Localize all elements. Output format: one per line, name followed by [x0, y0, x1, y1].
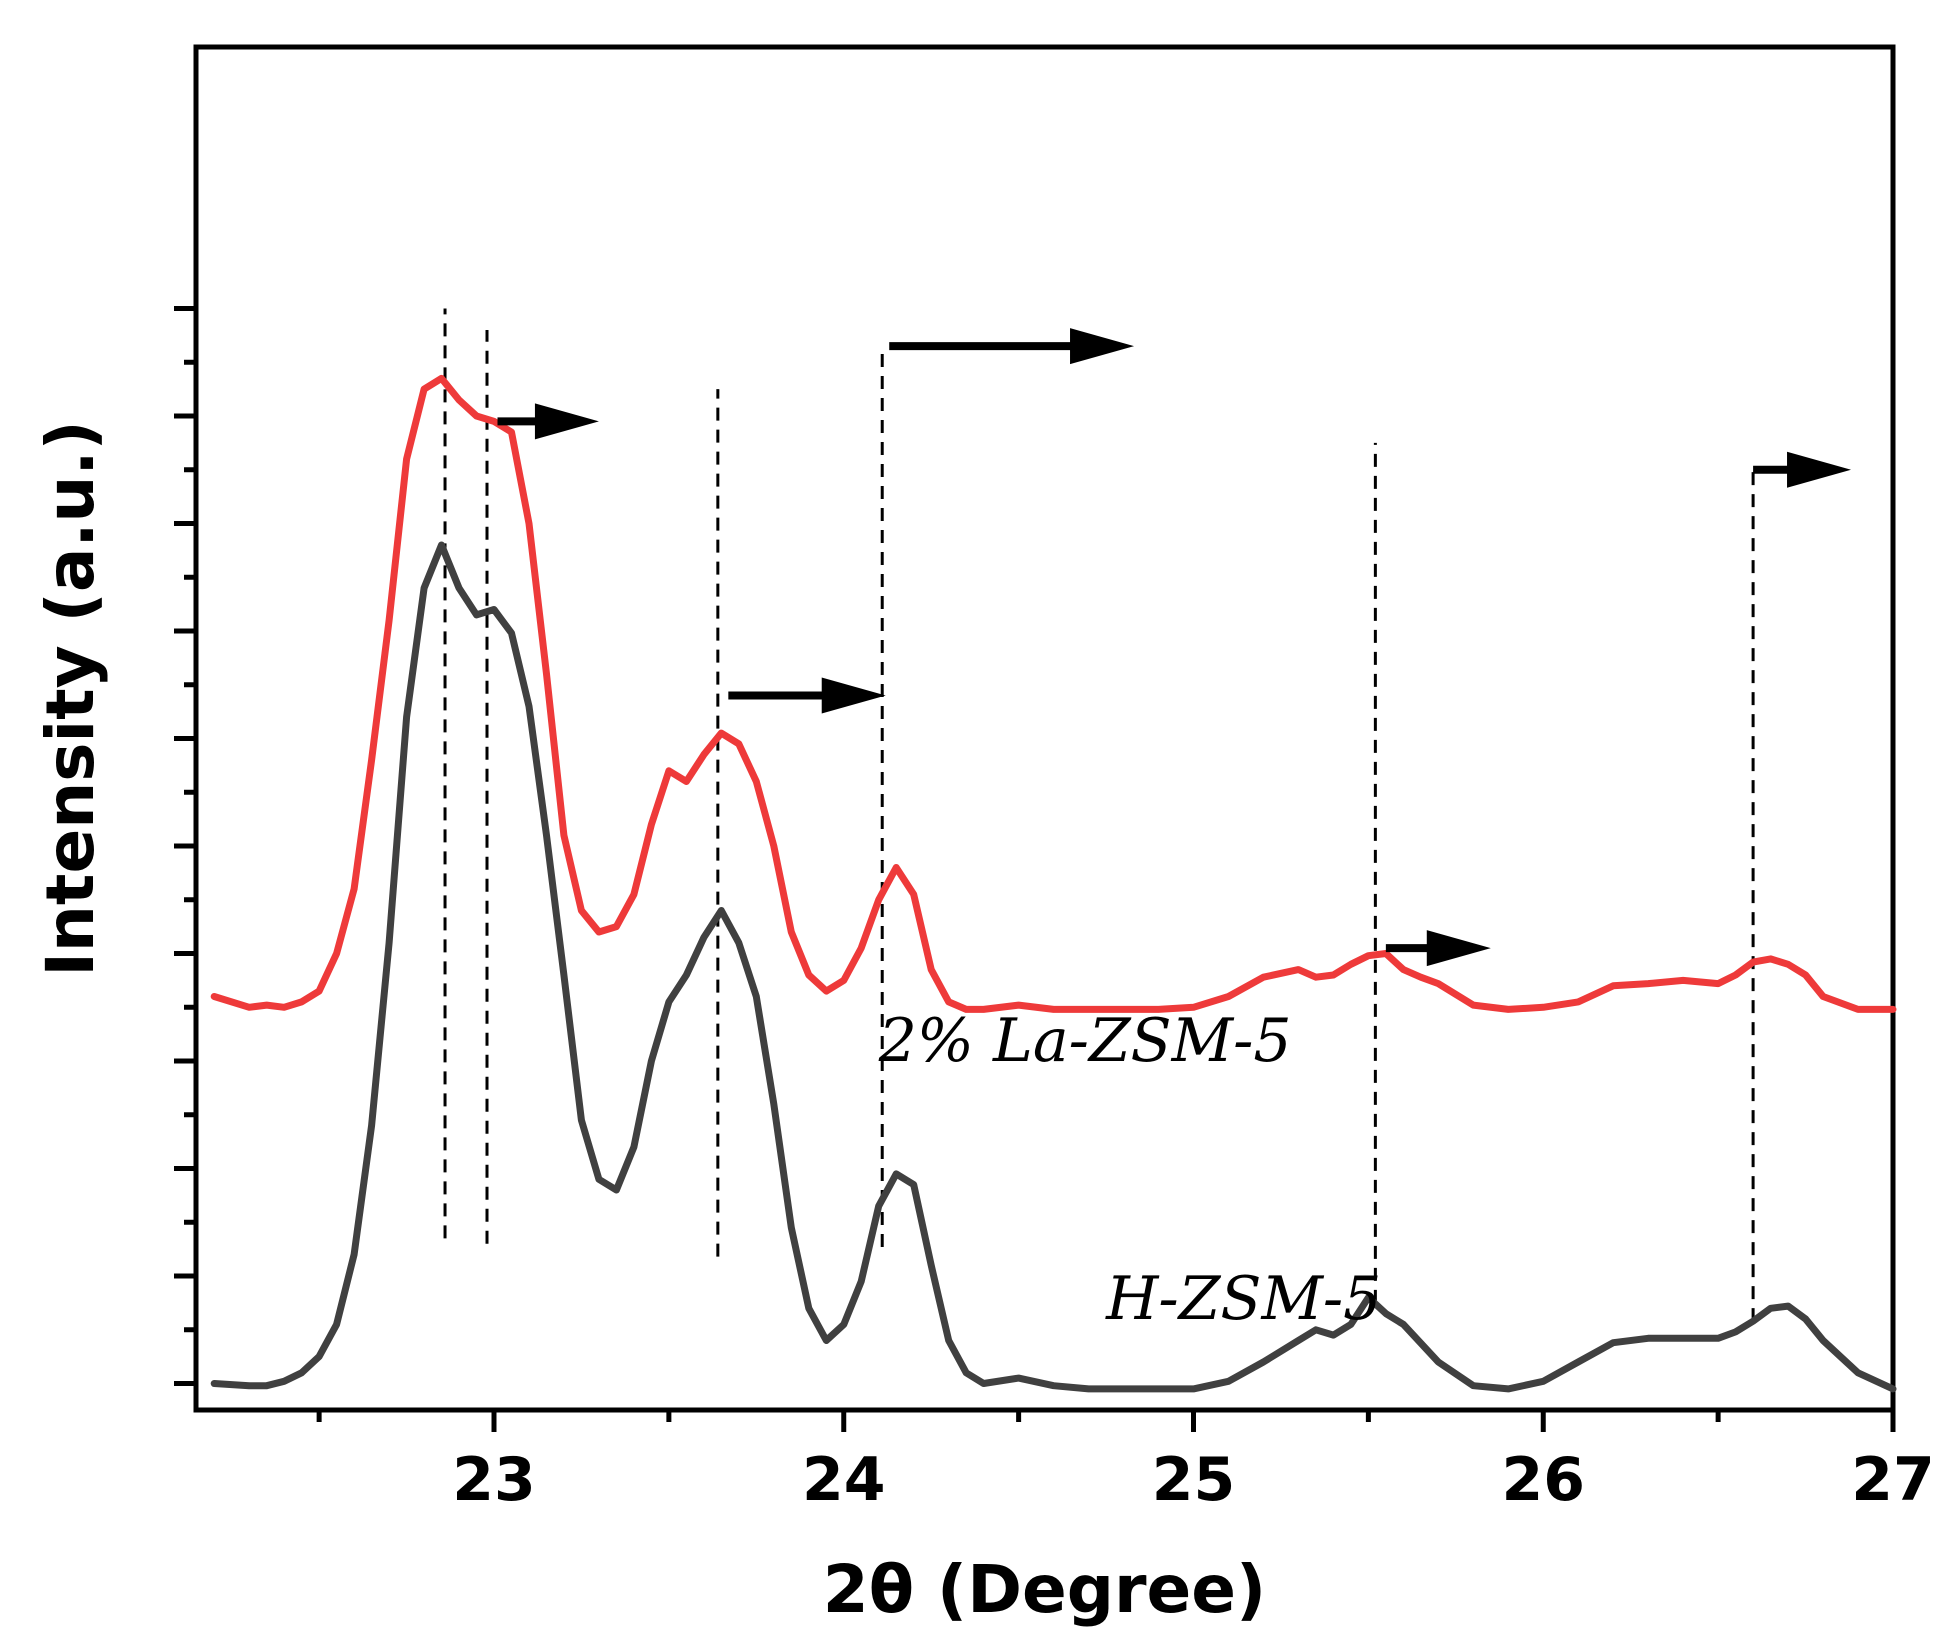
shift-arrow-head [821, 677, 886, 714]
shift-arrow-head [1787, 451, 1852, 488]
x-tick-labels: 23 24 25 26 27 [452, 1445, 1935, 1515]
x-tick-label: 23 [452, 1445, 536, 1515]
series-line-h-zsm-5 [210, 541, 1897, 1393]
series-line-2-la-zsm-5 [210, 374, 1897, 1013]
dashed-reference-lines [443, 308, 1755, 1322]
series-label-2-la-zsm-5: 2% La-ZSM-5 [878, 1006, 1292, 1076]
series-labels: 2% La-ZSM-5 H-ZSM-5 [878, 1006, 1382, 1334]
shift-arrow-2 [728, 677, 886, 714]
x-axis-title: 2θ (Degree) [823, 1551, 1266, 1628]
x-tick-label: 25 [1152, 1445, 1236, 1515]
x-tick-label: 27 [1851, 1445, 1935, 1515]
shift-arrow-head [534, 403, 599, 440]
shift-arrow-4 [1753, 451, 1852, 488]
axis-ticks [174, 306, 1896, 1432]
y-axis-title: Intensity (a.u.) [32, 420, 109, 976]
x-tick-label: 24 [802, 1445, 886, 1515]
shift-arrows [497, 328, 1852, 967]
x-tick-label: 26 [1502, 1445, 1586, 1515]
plot-area [174, 44, 1897, 1432]
shift-arrow-0 [497, 403, 599, 440]
shift-arrow-head [1070, 328, 1135, 365]
series-lines [210, 374, 1897, 1393]
shift-arrow-3 [1385, 930, 1491, 967]
plot-frame [193, 44, 1896, 1413]
series-label-h-zsm-5: H-ZSM-5 [1105, 1264, 1381, 1334]
shift-arrow-1 [889, 328, 1135, 365]
shift-arrow-head [1426, 930, 1491, 967]
